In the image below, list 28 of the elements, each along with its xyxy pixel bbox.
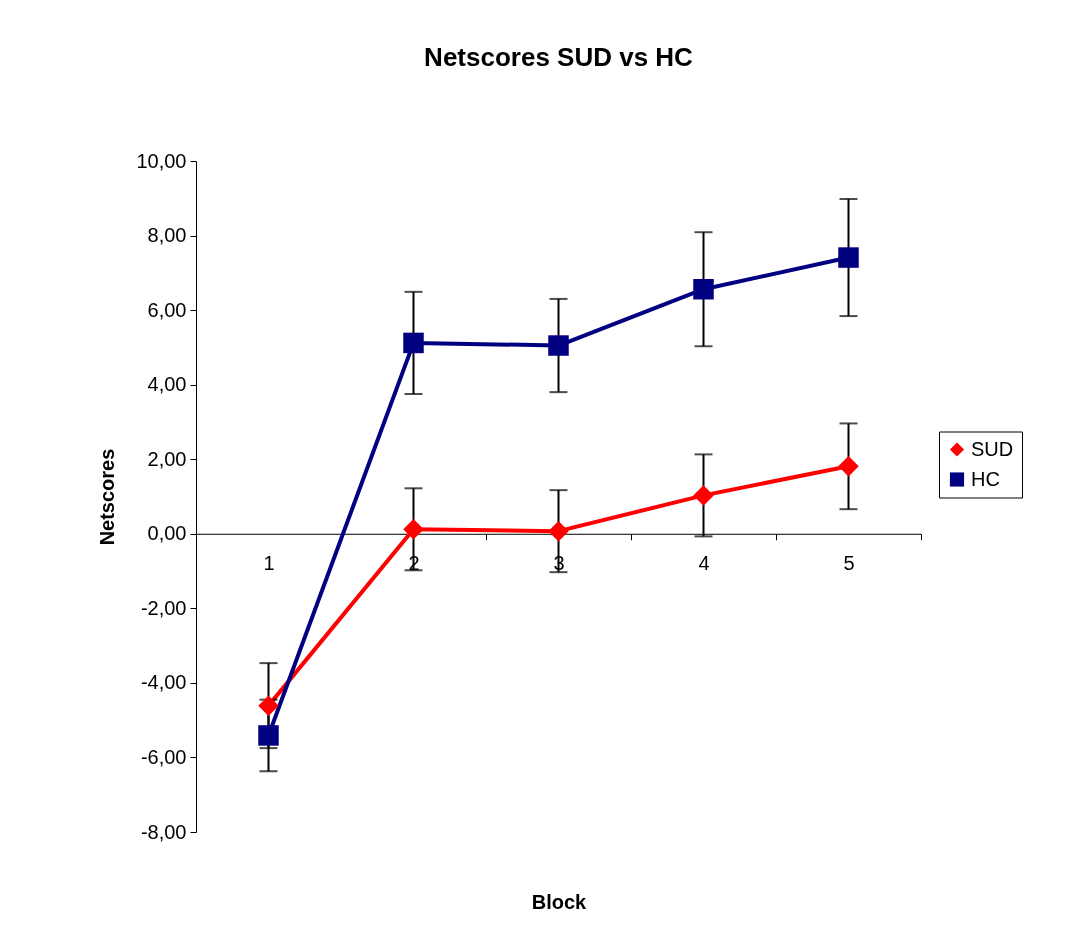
y-tick-label: -8,00 bbox=[140, 820, 187, 843]
legend-label: SUD bbox=[971, 437, 1014, 460]
y-tick-label: -2,00 bbox=[140, 596, 187, 619]
chart-title: Netscores SUD vs HC bbox=[424, 42, 694, 72]
legend-label: HC bbox=[971, 467, 1000, 490]
point bbox=[548, 335, 569, 356]
y-tick-label: 0,00 bbox=[147, 522, 187, 545]
point bbox=[403, 332, 424, 354]
point bbox=[693, 278, 714, 300]
point bbox=[258, 725, 279, 746]
y-tick-label: 6,00 bbox=[147, 298, 187, 321]
point bbox=[403, 519, 424, 540]
point bbox=[258, 695, 279, 716]
y-axis-title: Netscores bbox=[96, 448, 119, 546]
point bbox=[838, 456, 859, 477]
y-tick-label: 2,00 bbox=[147, 447, 187, 470]
point bbox=[548, 520, 569, 542]
y-tick-label: 4,00 bbox=[147, 373, 187, 396]
x-tick-label: 5 bbox=[843, 552, 855, 575]
y-tick-label: 8,00 bbox=[147, 224, 187, 247]
x-axis-title: Block bbox=[531, 890, 588, 913]
x-tick-label: 1 bbox=[263, 552, 275, 575]
x-tick-label: 4 bbox=[698, 552, 710, 575]
y-tick-label: 10,00 bbox=[136, 149, 187, 172]
y-tick-label: -6,00 bbox=[140, 745, 187, 768]
y-tick-label: -4,00 bbox=[140, 671, 187, 694]
point bbox=[693, 485, 714, 506]
point bbox=[838, 247, 859, 268]
